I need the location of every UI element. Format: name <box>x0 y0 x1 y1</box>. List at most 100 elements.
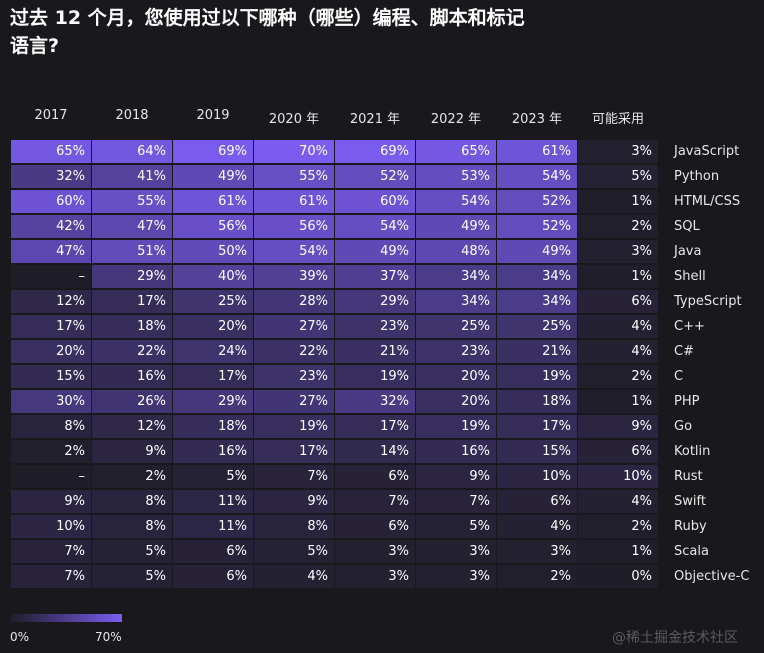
heatmap-cell: 34% <box>416 265 496 288</box>
heatmap-cell: 34% <box>416 290 496 313</box>
heatmap-cell: 4% <box>578 340 658 363</box>
heatmap-cell: 7% <box>11 565 91 588</box>
heatmap-cell: 8% <box>92 490 172 513</box>
heatmap-cell: 34% <box>497 290 577 313</box>
heatmap-cell: 3% <box>416 565 496 588</box>
heatmap-cell: 61% <box>254 190 334 213</box>
heatmap-cell: 7% <box>254 465 334 488</box>
row-label: Swift <box>674 494 706 509</box>
heatmap-cell: 49% <box>335 240 415 263</box>
heatmap-cell: 14% <box>335 440 415 463</box>
heatmap-cell: 10% <box>497 465 577 488</box>
heatmap-cell: 6% <box>173 540 253 563</box>
heatmap-cell: 3% <box>335 565 415 588</box>
heatmap-cell: 5% <box>578 165 658 188</box>
heatmap-cell: 65% <box>11 140 91 163</box>
heatmap-cell: 19% <box>497 365 577 388</box>
heatmap-cell: 2% <box>11 440 91 463</box>
watermark: @稀土掘金技术社区 <box>612 630 738 646</box>
heatmap-cell: 17% <box>497 415 577 438</box>
heatmap-cell: 23% <box>254 365 334 388</box>
heatmap-cell: 4% <box>578 490 658 513</box>
heatmap-cell: 53% <box>416 165 496 188</box>
color-scale-legend <box>10 614 122 622</box>
heatmap-cell: 5% <box>92 565 172 588</box>
heatmap-cell: 26% <box>92 390 172 413</box>
heatmap-cell: 21% <box>335 340 415 363</box>
heatmap-cell: 4% <box>497 515 577 538</box>
heatmap-cell: 9% <box>11 490 91 513</box>
row-label: PHP <box>674 394 700 409</box>
heatmap-cell: 61% <box>173 190 253 213</box>
heatmap-cell: 56% <box>173 215 253 238</box>
heatmap-cell: 21% <box>497 340 577 363</box>
heatmap-cell: 7% <box>11 540 91 563</box>
row-label: C++ <box>674 319 705 334</box>
heatmap-cell: 60% <box>335 190 415 213</box>
heatmap-cell: 8% <box>254 515 334 538</box>
heatmap-cell: 20% <box>11 340 91 363</box>
heatmap-cell: 5% <box>173 465 253 488</box>
heatmap-cell: 52% <box>335 165 415 188</box>
heatmap-cell: 42% <box>11 215 91 238</box>
heatmap-cell: 3% <box>578 240 658 263</box>
heatmap-cell: 1% <box>578 390 658 413</box>
legend-max-label: 70% <box>95 630 122 644</box>
heatmap-cell: 5% <box>416 515 496 538</box>
heatmap-cell: 54% <box>335 215 415 238</box>
row-label: HTML/CSS <box>674 194 741 209</box>
row-label: Objective-C <box>674 569 750 584</box>
heatmap-cell: 11% <box>173 490 253 513</box>
heatmap-cell: 1% <box>578 190 658 213</box>
heatmap-cell: 6% <box>173 565 253 588</box>
heatmap-cell: 70% <box>254 140 334 163</box>
heatmap-cell: 17% <box>11 315 91 338</box>
heatmap-cell: 18% <box>173 415 253 438</box>
heatmap-cell: 65% <box>416 140 496 163</box>
heatmap-cell: 52% <box>497 190 577 213</box>
heatmap-cell: 3% <box>497 540 577 563</box>
heatmap-cell: 20% <box>173 315 253 338</box>
heatmap-cell: 15% <box>11 365 91 388</box>
heatmap-cell: 30% <box>11 390 91 413</box>
heatmap-cell: 16% <box>416 440 496 463</box>
heatmap-cell: 49% <box>416 215 496 238</box>
heatmap-cell: 20% <box>416 390 496 413</box>
heatmap-cell: 49% <box>497 240 577 263</box>
heatmap-cell: 40% <box>173 265 253 288</box>
heatmap-cell: 16% <box>92 365 172 388</box>
heatmap-cell: 17% <box>335 415 415 438</box>
heatmap-cell: 12% <box>11 290 91 313</box>
row-label: Kotlin <box>674 444 711 459</box>
heatmap-cell: 50% <box>173 240 253 263</box>
row-label: SQL <box>674 219 700 234</box>
heatmap-cell: 6% <box>497 490 577 513</box>
heatmap-cell: 34% <box>497 265 577 288</box>
heatmap-cell: 2% <box>92 465 172 488</box>
heatmap-cell: 10% <box>11 515 91 538</box>
heatmap-cell: 8% <box>92 515 172 538</box>
heatmap-cell: 22% <box>254 340 334 363</box>
heatmap-cell: 19% <box>416 415 496 438</box>
heatmap-cell: 51% <box>92 240 172 263</box>
heatmap-cell: – <box>11 465 91 488</box>
heatmap-cell: 5% <box>254 540 334 563</box>
heatmap-cell: 9% <box>416 465 496 488</box>
heatmap-cell: 9% <box>92 440 172 463</box>
heatmap-cell: 0% <box>578 565 658 588</box>
column-header: 2020 年 <box>268 112 320 127</box>
heatmap-cell: 12% <box>92 415 172 438</box>
row-label: Scala <box>674 544 709 559</box>
heatmap-cell: 8% <box>11 415 91 438</box>
heatmap-cell: 52% <box>497 215 577 238</box>
heatmap-cell: 19% <box>254 415 334 438</box>
chart-title: 过去 12 个月，您使用过以下哪种（哪些）编程、脚本和标记语言? <box>10 7 525 57</box>
heatmap-cell: 20% <box>416 365 496 388</box>
row-label: Shell <box>674 269 706 284</box>
heatmap-cell: 54% <box>497 165 577 188</box>
heatmap-cell: 29% <box>335 290 415 313</box>
heatmap-cell: 6% <box>578 290 658 313</box>
heatmap-cell: 29% <box>92 265 172 288</box>
heatmap-cell: 69% <box>335 140 415 163</box>
row-label: C# <box>674 344 694 359</box>
